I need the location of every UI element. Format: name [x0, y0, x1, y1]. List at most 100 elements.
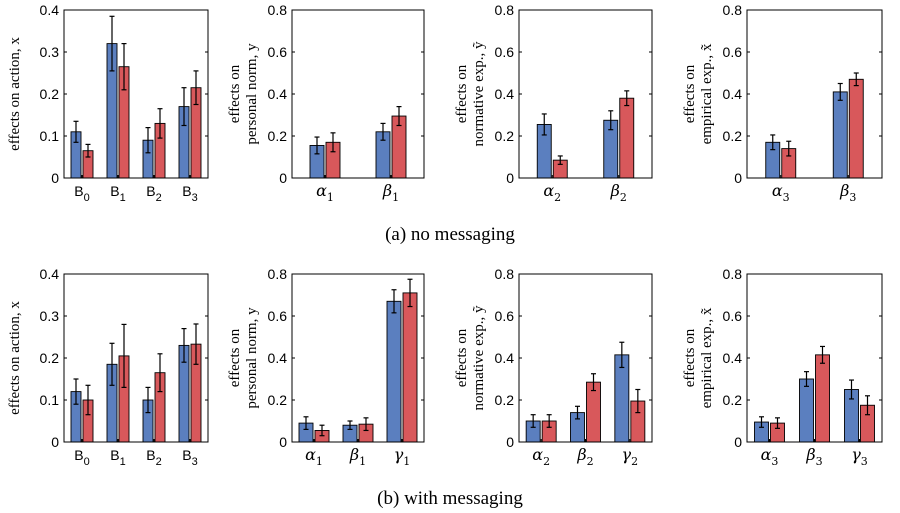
x-tick-label: β1: [349, 445, 366, 468]
chart-panel-7: α2 β2 γ2 0 0.2 0.4 0.6 0.8 effects on normative e…: [454, 266, 653, 468]
y-tick-label: 0.2: [40, 350, 60, 366]
x-tick-label: α2: [543, 181, 561, 204]
y-tick-label: 0.3: [40, 44, 60, 60]
x-tick-label: β3: [805, 445, 822, 468]
y-tick-label: 0.1: [40, 128, 60, 144]
y-tick-label: 0.8: [723, 2, 743, 18]
x-tick-label: B2: [146, 183, 161, 204]
y-tick-label: 0.6: [495, 308, 515, 324]
x-tick-label: B2: [146, 447, 161, 468]
y-tick-label: 0: [51, 434, 59, 450]
y-tick-label: 0.6: [495, 44, 515, 60]
y-tick-label: 0.4: [268, 86, 288, 102]
y-tick-label: 0.8: [268, 2, 288, 18]
chart-panel-6: α1 β1 γ1 0 0.2 0.4 0.6 0.8 effects on personal no…: [227, 266, 425, 468]
x-tick-label: β2: [610, 181, 627, 204]
x-tick-label: B3: [182, 183, 197, 204]
y-axis-label: effects on action, x: [7, 301, 23, 415]
caption-a: (a) no messaging: [385, 224, 515, 245]
y-tick-label: 0.8: [268, 266, 288, 282]
bar: [832, 91, 848, 179]
x-tick-label: γ1: [394, 445, 411, 468]
chart-panel-8: α3 β3 γ3 0 0.2 0.4 0.6 0.8 effects on empirical e…: [682, 266, 883, 468]
y-tick-label: 0.2: [40, 86, 60, 102]
y-tick-label: 0: [734, 434, 742, 450]
x-tick-label: α3: [772, 181, 790, 204]
bar: [848, 78, 864, 179]
axes-frame: [518, 9, 653, 179]
x-tick-label: B3: [182, 447, 197, 468]
x-tick-label: B1: [110, 447, 125, 468]
y-tick-label: 0.2: [723, 128, 743, 144]
bar: [619, 97, 635, 179]
y-tick-label: 0.2: [495, 128, 515, 144]
x-tick-label: α3: [761, 445, 779, 468]
chart-panel-1: B0 B1 B2 B3 0 0.1 0.2 0.3 0.4 effects on action, …: [7, 2, 209, 204]
y-axis-label: empirical exp., x̃: [699, 43, 715, 144]
y-tick-label: 0.8: [495, 266, 515, 282]
x-tick-label: B0: [74, 447, 89, 468]
y-axis-label: effects on: [682, 64, 698, 123]
y-tick-label: 0.6: [268, 44, 288, 60]
axes-frame: [63, 273, 209, 443]
y-tick-label: 0: [506, 434, 514, 450]
y-tick-label: 0.4: [723, 350, 743, 366]
chart-panel-5: B0 B1 B2 B3 0 0.1 0.2 0.3 0.4 effects on action, …: [7, 266, 209, 468]
y-tick-label: 0.2: [723, 392, 743, 408]
y-tick-label: 0.4: [40, 266, 60, 282]
y-tick-label: 0: [279, 434, 287, 450]
y-tick-label: 0: [506, 170, 514, 186]
y-tick-label: 0.2: [268, 128, 288, 144]
chart-panel-4: α3 β3 0 0.2 0.4 0.6 0.8 effects on empirical exp…: [682, 2, 883, 204]
y-tick-label: 0.4: [495, 350, 515, 366]
x-tick-label: B0: [74, 183, 89, 204]
y-axis-label: personal norm, y: [244, 43, 260, 145]
bar: [386, 300, 402, 443]
y-axis-label: effects on: [227, 64, 243, 123]
x-tick-label: β3: [839, 181, 856, 204]
y-axis-label: effects on: [227, 328, 243, 387]
chart-panel-3: α2 β2 0 0.2 0.4 0.6 0.8 effects on normative exp…: [454, 2, 653, 204]
axes-frame: [291, 9, 425, 179]
bar: [402, 292, 418, 443]
y-tick-label: 0.6: [268, 308, 288, 324]
y-tick-label: 0: [279, 170, 287, 186]
y-tick-label: 0.8: [495, 2, 515, 18]
y-tick-label: 0.8: [723, 266, 743, 282]
y-axis-label: effects on: [454, 328, 470, 387]
axes-frame: [746, 9, 883, 179]
y-tick-label: 0.4: [40, 2, 60, 18]
x-tick-label: α2: [532, 445, 550, 468]
y-tick-label: 0.4: [723, 86, 743, 102]
x-tick-label: α1: [305, 445, 323, 468]
y-axis-label: personal norm, y: [244, 307, 260, 409]
y-tick-label: 0.3: [40, 308, 60, 324]
y-tick-label: 0.4: [268, 350, 288, 366]
x-tick-label: α1: [316, 181, 334, 204]
y-tick-label: 0.2: [268, 392, 288, 408]
x-tick-label: B1: [110, 183, 125, 204]
axes-frame: [518, 273, 653, 443]
bar: [799, 378, 814, 443]
axes-frame: [291, 273, 425, 443]
chart-panel-2: α1 β1 0 0.2 0.4 0.6 0.8 effects on personal norm…: [227, 2, 425, 204]
axes-frame: [746, 273, 883, 443]
x-tick-label: γ3: [851, 445, 868, 468]
x-tick-label: β1: [382, 181, 399, 204]
y-tick-label: 0: [734, 170, 742, 186]
x-tick-label: β2: [576, 445, 593, 468]
y-tick-label: 0.2: [495, 392, 515, 408]
bar: [815, 354, 830, 443]
y-tick-label: 0.6: [723, 308, 743, 324]
y-axis-label: effects on: [454, 64, 470, 123]
y-tick-label: 0: [51, 170, 59, 186]
y-axis-label: normative exp., ỹ: [471, 41, 487, 146]
y-axis-label: normative exp., ỹ: [471, 305, 487, 410]
y-tick-label: 0.1: [40, 392, 60, 408]
y-tick-label: 0.4: [495, 86, 515, 102]
y-axis-label: effects on: [682, 328, 698, 387]
axes-frame: [63, 9, 209, 179]
y-axis-label: empirical exp., x̃: [699, 307, 715, 408]
